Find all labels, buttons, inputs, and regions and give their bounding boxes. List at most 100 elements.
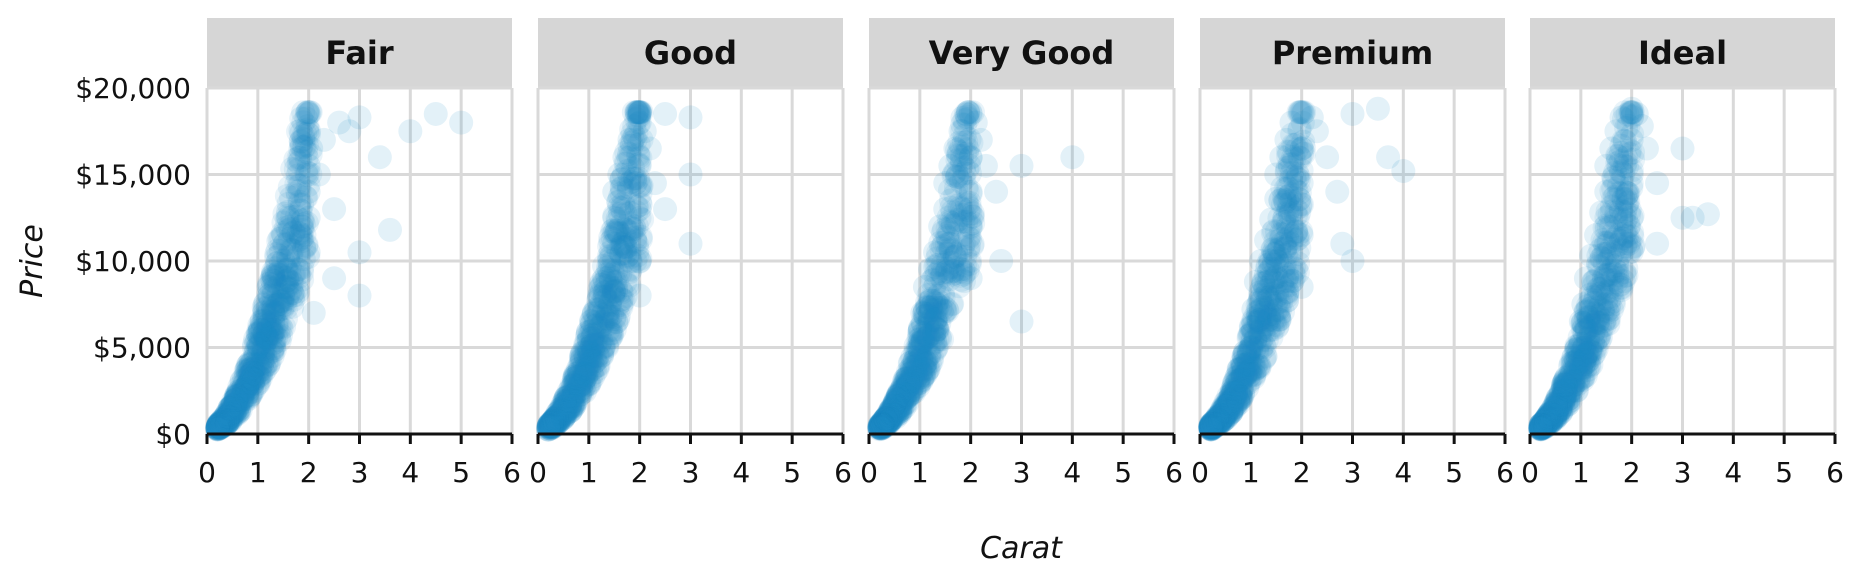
scatter-point (957, 190, 982, 215)
scatter-point (571, 361, 596, 386)
scatter-point (609, 242, 634, 267)
scatter-point (605, 237, 630, 262)
scatter-point (871, 413, 896, 438)
scatter-point (1262, 242, 1287, 267)
scatter-point (575, 336, 600, 361)
scatter-point (555, 397, 580, 422)
scatter-point (621, 166, 646, 191)
scatter-point (622, 166, 647, 191)
scatter-point (243, 340, 268, 365)
scatter-point (539, 410, 564, 435)
scatter-point (1199, 412, 1224, 437)
scatter-point (261, 293, 286, 318)
scatter-point (944, 164, 969, 189)
scatter-point (937, 220, 962, 245)
scatter-point (876, 405, 901, 430)
scatter-point (913, 303, 938, 328)
scatter-point (912, 274, 937, 299)
scatter-point (889, 390, 914, 415)
scatter-point (1235, 375, 1260, 400)
scatter-point (207, 412, 232, 437)
scatter-point (1219, 398, 1244, 423)
scatter-point (541, 412, 566, 437)
scatter-point (277, 280, 302, 305)
scatter-point (923, 308, 948, 333)
x-tick-label: 2 (631, 456, 649, 489)
scatter-point (1233, 342, 1258, 367)
scatter-point (210, 414, 235, 439)
scatter-point (1228, 356, 1253, 381)
scatter-point (1589, 200, 1614, 225)
scatter-point (244, 337, 269, 362)
scatter-point (537, 413, 562, 438)
scatter-point (914, 325, 939, 350)
scatter-point (558, 394, 583, 419)
scatter-point (211, 408, 236, 433)
scatter-point (880, 401, 905, 426)
scatter-point (539, 411, 564, 436)
scatter-point (1273, 234, 1298, 259)
scatter-point (897, 373, 922, 398)
scatter-point (233, 370, 258, 395)
scatter-point (234, 383, 259, 408)
scatter-point (288, 226, 313, 251)
scatter-point (1287, 187, 1312, 212)
scatter-point (930, 327, 955, 352)
scatter-point (556, 388, 581, 413)
scatter-point (1229, 357, 1254, 382)
scatter-point (261, 264, 286, 289)
scatter-point (552, 389, 577, 414)
scatter-point (630, 207, 655, 232)
scatter-point (290, 192, 315, 217)
scatter-point (897, 357, 922, 382)
scatter-point (294, 233, 319, 258)
scatter-point (958, 266, 983, 291)
scatter-point (237, 351, 262, 376)
scatter-point (238, 366, 263, 391)
scatter-point (613, 217, 638, 242)
scatter-point (577, 372, 602, 397)
scatter-point (257, 299, 282, 324)
scatter-point (874, 404, 899, 429)
scatter-point (213, 409, 238, 434)
y-tick-label: $5,000 (93, 332, 191, 365)
scatter-point (876, 407, 901, 432)
scatter-point (877, 409, 902, 434)
scatter-point (1262, 308, 1287, 333)
scatter-point (901, 352, 926, 377)
scatter-point (920, 306, 945, 331)
scatter-point (224, 400, 249, 425)
scatter-point (256, 274, 281, 299)
scatter-point (271, 223, 296, 248)
scatter-point (881, 394, 906, 419)
scatter-point (289, 106, 314, 131)
scatter-point (1207, 404, 1232, 429)
scatter-point (886, 398, 911, 423)
scatter-point (1219, 392, 1244, 417)
scatter-point (550, 399, 575, 424)
scatter-point (582, 314, 607, 339)
scatter-point (235, 364, 260, 389)
scatter-point (942, 244, 967, 269)
scatter-point (1256, 317, 1281, 342)
scatter-point (1217, 387, 1242, 412)
scatter-point (542, 406, 567, 431)
scatter-point (619, 133, 644, 158)
scatter-point (623, 228, 648, 253)
scatter-point (213, 407, 238, 432)
scatter-point (628, 224, 653, 249)
x-tick-label: 3 (682, 456, 700, 489)
scatter-point (551, 401, 576, 426)
scatter-point (886, 383, 911, 408)
scatter-point (260, 336, 285, 361)
scatter-point (295, 100, 320, 125)
scatter-point (1207, 404, 1232, 429)
scatter-point (893, 369, 918, 394)
scatter-point (557, 383, 582, 408)
scatter-point (1285, 161, 1310, 186)
scatter-point (878, 399, 903, 424)
scatter-point (268, 289, 293, 314)
scatter-point (573, 362, 598, 387)
scatter-point (1278, 182, 1303, 207)
scatter-point (563, 392, 588, 417)
